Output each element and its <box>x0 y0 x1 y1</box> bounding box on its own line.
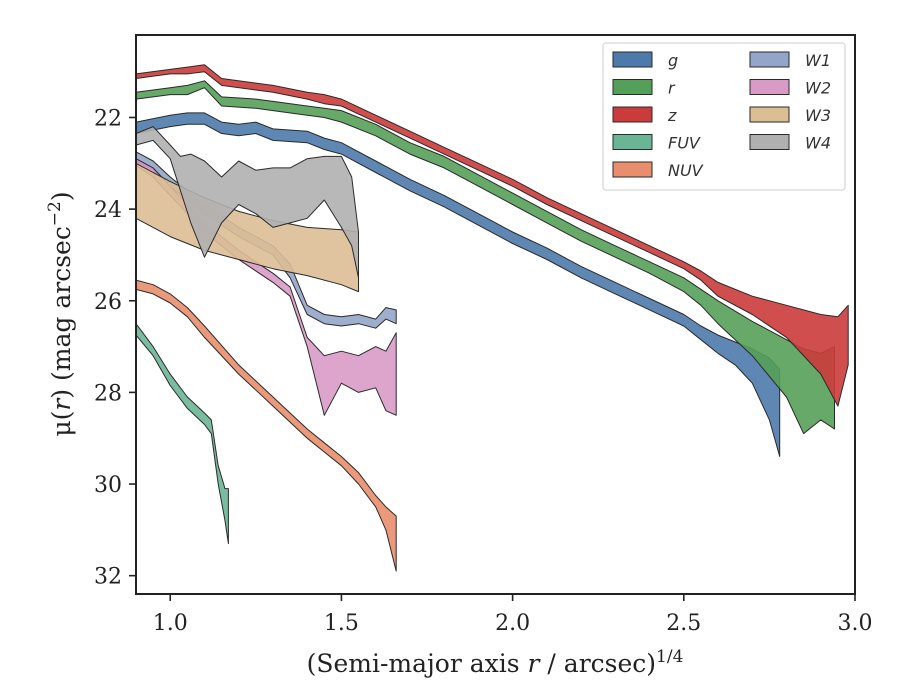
plot-frame <box>135 34 856 595</box>
band-z <box>136 64 849 407</box>
band-nuv <box>136 279 397 572</box>
legend-swatch-z <box>612 106 653 123</box>
legend-swatch-nuv <box>612 161 653 178</box>
band-w4 <box>136 126 359 279</box>
legend-label-w2: W2 <box>805 79 831 98</box>
legend-swatch-g <box>612 51 653 68</box>
y-axis-ticks: 22 24 26 28 30 32 <box>94 106 136 590</box>
legend-label-w3: W3 <box>805 106 831 125</box>
legend-label-z: z <box>667 106 677 125</box>
x-tick-label: 2.0 <box>495 611 530 636</box>
legend-label-r: r <box>668 79 676 98</box>
legend-swatch-w3 <box>749 106 790 123</box>
legend-swatch-w2 <box>749 79 790 95</box>
legend-swatch-r <box>612 79 653 95</box>
x-tick-label: 1.5 <box>324 611 359 636</box>
x-tick-label: 2.5 <box>666 611 701 636</box>
y-tick-label: 28 <box>94 381 122 406</box>
legend-swatch-w4 <box>749 134 790 150</box>
legend: grz FUV NUV W1 W2 W3 W4 <box>602 42 846 191</box>
band-g <box>136 112 781 457</box>
y-tick-label: 22 <box>94 106 122 131</box>
legend-label-w1: W1 <box>805 51 831 70</box>
legend-swatch-fuv <box>612 134 653 150</box>
legend-label-g: g <box>668 51 678 70</box>
y-tick-label: 26 <box>94 290 122 315</box>
y-tick-label: 30 <box>94 473 122 498</box>
legend-label-fuv: FUV <box>668 134 701 153</box>
y-tick-label: 32 <box>94 565 122 590</box>
band-r <box>136 80 835 435</box>
x-axis-ticks: 1.0 1.5 2.0 2.5 3.0 <box>153 594 873 636</box>
series-bands <box>136 64 849 572</box>
y-tick-label: 24 <box>94 198 122 223</box>
y-axis-label: μ(r) (mag arcsec−2) <box>45 191 76 436</box>
legend-label-nuv: NUV <box>668 161 704 180</box>
legend-swatch-w1 <box>749 51 790 68</box>
x-tick-label: 3.0 <box>838 611 873 636</box>
legend-label-w4: W4 <box>805 134 831 153</box>
band-fuv <box>136 323 229 545</box>
x-tick-label: 1.0 <box>153 611 188 636</box>
x-axis-label: (Semi-major axis r / arcsec)1/4 <box>307 647 684 678</box>
